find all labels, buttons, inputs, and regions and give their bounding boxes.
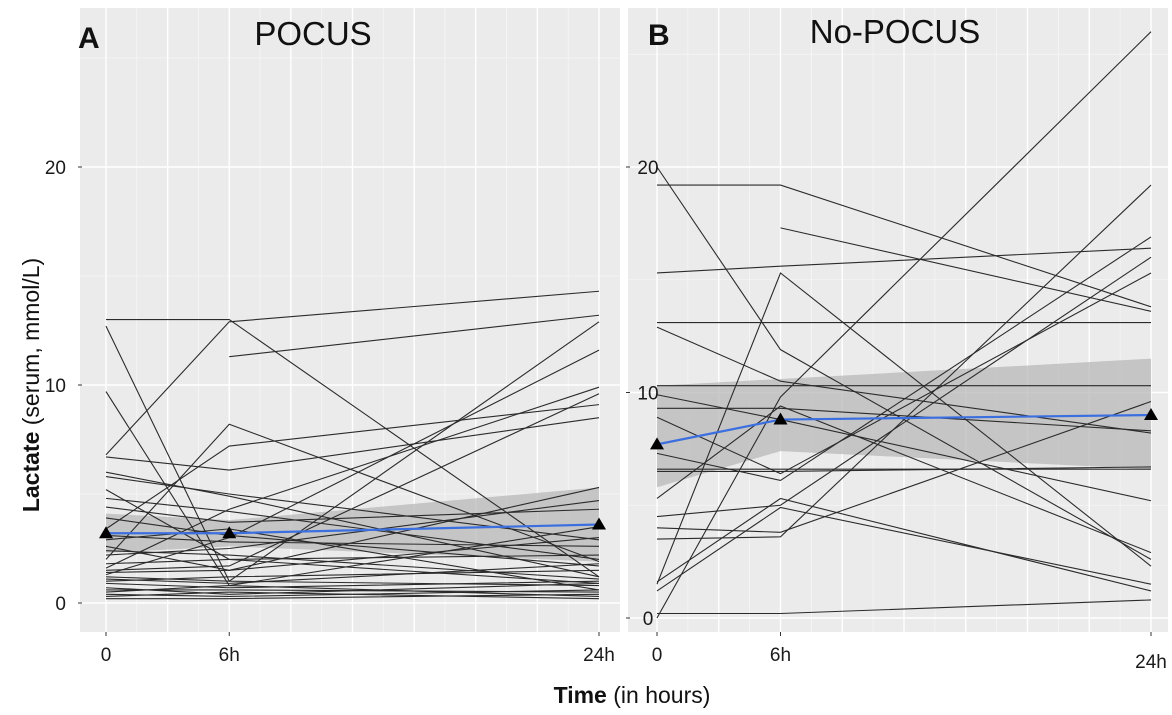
pocus-patient-line: [105, 580, 600, 589]
panel-pocus-axes: 0 10 20 0 6h 24h: [45, 158, 615, 666]
no-pocus-patient-line: [657, 184, 1152, 308]
panel-pocus: 0 10 20 0 6h 24h A POCUS: [45, 8, 620, 666]
pocus-mean-marker: [222, 526, 237, 539]
y-axis-title-rest: (serum, mmol/L): [18, 258, 44, 425]
x-axis-title: Time (in hours): [554, 682, 711, 708]
panel-no-pocus-axes: 0 10 20 0 6h 24h: [626, 158, 1167, 673]
pocus-patient-line: [105, 476, 600, 541]
pocus-x-tick-label: 0: [101, 645, 112, 666]
pocus-patient-line: [105, 489, 600, 584]
pocus-y-tick-label: 0: [55, 594, 66, 615]
no-pocus-patient-line: [656, 497, 1152, 592]
pocus-patient-line: [105, 393, 600, 571]
pocus-patient-line: [105, 386, 600, 569]
no-pocus-mean-marker: [650, 437, 664, 450]
pocus-patient-line: [105, 569, 600, 582]
no-pocus-patient-line: [656, 247, 1152, 274]
pocus-patient-line: [105, 550, 600, 580]
no-pocus-patient-line: [656, 405, 1152, 554]
no-pocus-patient-line: [780, 227, 1152, 312]
pocus-mean-marker: [592, 517, 606, 530]
pocus-y-tick-label: 20: [45, 158, 66, 179]
no-pocus-y-tick-label: 0: [643, 609, 654, 630]
no-pocus-patient-line: [656, 31, 1152, 619]
y-axis-title-bold: Lactate: [18, 432, 44, 513]
pocus-mean-marker: [99, 526, 113, 539]
pocus-patient-line: [105, 321, 600, 582]
no-pocus-x-tick-label: 0: [652, 645, 663, 666]
pocus-patient-line: [105, 591, 600, 600]
y-axis-title: Lactate (serum, mmol/L): [18, 258, 44, 512]
x-axis-title-bold: Time: [554, 682, 607, 708]
pocus-patient-line: [105, 534, 600, 547]
pocus-patient-line: [106, 319, 600, 578]
no-pocus-patient-line: [656, 166, 1152, 560]
pocus-patient-line: [105, 417, 600, 471]
pocus-x-tick-label: 6h: [219, 645, 240, 666]
no-pocus-patient-line: [656, 184, 1152, 540]
pocus-patient-line: [105, 404, 600, 530]
no-pocus-patient-line: [656, 506, 1152, 592]
x-axis-title-rest: (in hours): [613, 682, 710, 708]
pocus-patient-line: [105, 537, 600, 574]
pocus-y-tick-label: 10: [45, 376, 66, 397]
pocus-patient-line: [105, 582, 600, 595]
pocus-patient-line: [105, 563, 600, 584]
pocus-patient-line: [105, 497, 600, 560]
no-pocus-x-tick-label: 6h: [770, 645, 791, 666]
no-pocus-mean-marker: [773, 412, 788, 425]
pocus-patient-line: [106, 593, 600, 600]
panel-no-pocus-mean-line: [650, 408, 1158, 450]
no-pocus-y-tick-label: 10: [637, 384, 658, 405]
no-pocus-patient-line: [657, 407, 1152, 432]
no-pocus-patient-line: [656, 236, 1152, 482]
no-pocus-mean-marker: [1144, 408, 1158, 421]
panel-no-pocus-title: No-POCUS: [810, 13, 981, 50]
panel-pocus-mean-line: [99, 517, 606, 539]
pocus-patient-line: [105, 471, 600, 578]
no-pocus-x-tick-label: 24h: [1135, 652, 1167, 673]
pocus-patient-line: [105, 506, 600, 523]
no-pocus-patient-line: [657, 599, 1152, 615]
panel-pocus-title: POCUS: [254, 15, 371, 52]
pocus-patient-line: [229, 314, 600, 358]
pocus-x-tick-label: 24h: [583, 645, 615, 666]
no-pocus-y-tick-label: 20: [637, 158, 658, 179]
no-pocus-patient-line: [656, 401, 1152, 533]
pocus-patient-line: [105, 423, 600, 563]
panel-no-pocus-tag: B: [648, 19, 670, 52]
panel-no-pocus: 0 10 20 0 6h 24h B No-POCUS: [626, 8, 1168, 673]
no-pocus-patient-line: [656, 272, 1152, 585]
pocus-patient-line: [105, 499, 600, 556]
panel-pocus-tag: A: [78, 22, 100, 55]
pocus-patient-line: [105, 290, 600, 456]
